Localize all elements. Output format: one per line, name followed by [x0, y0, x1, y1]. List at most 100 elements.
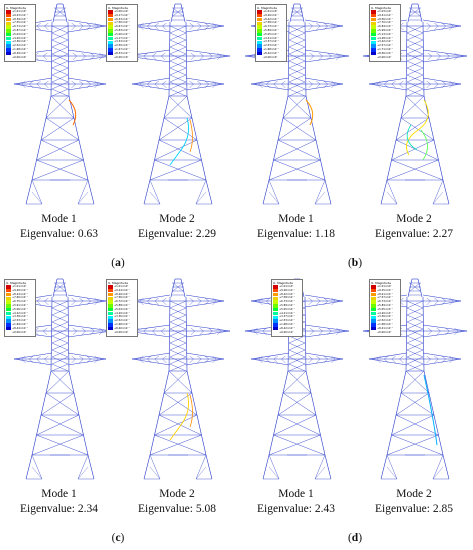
- tower-member: [268, 191, 280, 205]
- tower-member: [139, 300, 144, 306]
- tower-member: [304, 49, 350, 57]
- mode-label: Mode 2: [159, 488, 195, 500]
- eigenvalue-label: Eigenvalue: 2.85: [375, 503, 453, 515]
- tower-member: [316, 358, 321, 364]
- legend-swatch: [273, 304, 278, 308]
- deformed-member: [406, 124, 418, 151]
- tower-member: [316, 25, 321, 31]
- legend-swatch: [108, 304, 113, 308]
- tower-member: [99, 327, 104, 332]
- deformed-member: [420, 129, 428, 161]
- legend-swatch: [273, 319, 278, 323]
- tower-member: [331, 358, 336, 364]
- tower-member: [161, 327, 166, 332]
- tower-member: [327, 327, 332, 332]
- deformed-member: [189, 394, 193, 428]
- legend-row: +5.04×10⁻¹: [108, 308, 136, 312]
- tower-member: [406, 88, 424, 97]
- tower-member: [71, 358, 76, 364]
- legend-rows: +1.01×10⁰ +9.25×10⁻¹ +8.41×10⁻¹ +7.57×10⁻¹ +…: [371, 285, 399, 334]
- tower-member: [441, 358, 446, 364]
- legend-row: +1.01×10⁰: [108, 285, 136, 289]
- legend-row: +8.56×10⁻¹: [371, 18, 399, 22]
- tower-member: [288, 356, 306, 365]
- tower-member: [262, 327, 267, 332]
- tower-member: [169, 74, 187, 83]
- legend-rows: +1.01×10⁰ +9.28×10⁻¹ +8.44×10⁻¹ +7.60×10⁻¹ +…: [6, 285, 34, 334]
- legend-row: +9.26×10⁻¹: [273, 289, 301, 293]
- tower-member: [36, 297, 41, 302]
- tower-member: [147, 358, 152, 364]
- tower-member: [376, 80, 381, 85]
- legend-row: +8.41×10⁻¹: [371, 293, 399, 297]
- legend-row: +0.00×10⁰: [273, 331, 301, 335]
- tower-member: [299, 3, 305, 23]
- tower-member: [287, 21, 290, 97]
- tower-member: [71, 80, 76, 85]
- tower-member: [268, 454, 280, 480]
- legend-row: +3.42×10⁻¹: [371, 40, 399, 45]
- tower-member: [71, 83, 76, 89]
- tower-member: [13, 358, 53, 366]
- tower-member: [441, 22, 446, 27]
- tower-member: [154, 300, 159, 306]
- tower-member: [281, 355, 286, 360]
- panel-tag: (c): [111, 532, 125, 544]
- legend-value: +2.53×10⁻¹: [279, 319, 295, 323]
- legend-value: +1.01×10⁰: [12, 10, 27, 13]
- tower-member: [436, 330, 441, 336]
- tower-member: [204, 300, 209, 306]
- tower-member: [406, 328, 424, 337]
- legend-value: +2.50×10⁻¹: [114, 44, 130, 48]
- tower-member: [304, 358, 344, 366]
- legend-value: +2.52×10⁻¹: [377, 319, 393, 323]
- tower-member: [51, 349, 69, 358]
- tower-member: [86, 297, 91, 302]
- tower-member: [384, 83, 389, 89]
- tower-member: [190, 330, 195, 336]
- legend-value: +2.52×10⁻¹: [114, 319, 130, 323]
- tower-member: [386, 179, 398, 205]
- tower-member: [406, 307, 424, 316]
- tower-member: [71, 22, 76, 27]
- legend-swatch: [257, 29, 262, 33]
- tower-member: [336, 55, 341, 61]
- legend-value: +1.68×10⁻¹: [377, 322, 393, 326]
- legend-value: +4.20×10⁻¹: [114, 311, 130, 315]
- tower-member: [258, 300, 263, 306]
- tower-member: [79, 80, 84, 85]
- tower-member: [158, 117, 193, 141]
- legend-swatch: [273, 292, 278, 297]
- legend-row: +7.50×10⁻¹: [108, 21, 136, 26]
- tower-member: [185, 300, 225, 308]
- tower-member: [217, 327, 222, 332]
- legend-row: +3.36×10⁻¹: [6, 40, 34, 45]
- legend-swatch: [6, 48, 11, 52]
- tower-member: [158, 414, 202, 436]
- tower-member: [406, 349, 424, 358]
- legend-swatch: [371, 44, 376, 48]
- legend-value: +1.68×10⁻¹: [279, 322, 295, 326]
- tower-member: [308, 25, 313, 31]
- tower-member: [51, 81, 69, 90]
- legend-value: +5.13×10⁻¹: [377, 32, 393, 36]
- tower-member: [331, 83, 336, 89]
- tower-member: [281, 83, 286, 89]
- tower-member: [282, 392, 317, 416]
- legend-row: +2.50×10⁻¹: [108, 44, 136, 48]
- tower-member: [44, 25, 49, 31]
- legend-value: +6.73×10⁻¹: [263, 25, 279, 29]
- legend-row: +2.52×10⁻¹: [371, 319, 399, 323]
- tower-member: [31, 159, 84, 181]
- figure-panel-d: U, Magnitude +1.01×10⁰ +9.26×10⁻¹ +8.42×10…: [237, 275, 473, 550]
- tower-member: [407, 278, 413, 298]
- legend-row: +4.21×10⁻¹: [273, 312, 301, 316]
- tower-member: [258, 355, 263, 360]
- legend-row: +5.89×10⁻¹: [371, 304, 399, 308]
- tower-member: [87, 179, 95, 205]
- tower-member: [158, 392, 193, 416]
- tower-member: [86, 25, 91, 31]
- tower-member: [131, 358, 171, 366]
- legend-rows: +1.03×10⁰ +9.41×10⁻¹ +8.56×10⁻¹ +7.70×10⁻¹ +…: [371, 10, 399, 59]
- legend-value: +5.06×10⁻¹: [12, 307, 28, 311]
